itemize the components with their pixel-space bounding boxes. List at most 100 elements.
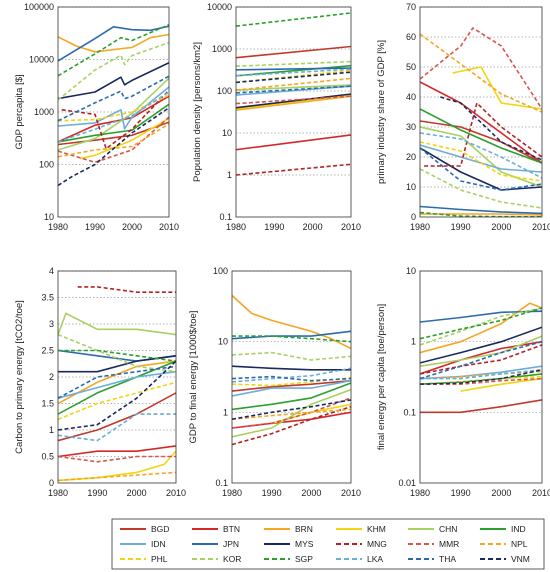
chart-panel-gdp: 10 100 1000 10000 100000 1980 1990 2000 2010 GDP … xyxy=(14,2,179,232)
legend-item-idn: IDN xyxy=(120,539,166,549)
series-line-mmr xyxy=(58,455,176,463)
x-tick-label: 1980 xyxy=(410,222,430,232)
x-tick-label: 2000 xyxy=(127,488,147,498)
series-line-ind xyxy=(232,382,351,411)
series-line-lka xyxy=(58,413,176,442)
y-tick-label: 2.5 xyxy=(41,346,54,356)
series-line-mys xyxy=(58,61,169,100)
x-tick-label: 1990 xyxy=(262,488,282,498)
chart-panel-popden: 0.1 1 10 100 1000 10000 1980 1990 2000 2010 Popula… xyxy=(192,2,361,232)
series-line-mmr xyxy=(420,27,542,110)
series-line-tha xyxy=(58,365,176,399)
series-line-bgd xyxy=(232,379,351,392)
x-tick-label: 1990 xyxy=(451,488,471,498)
legend-label: LKA xyxy=(367,554,383,564)
series-line-npl xyxy=(420,370,542,380)
series-line-sgp xyxy=(420,211,542,217)
series-line-brn xyxy=(420,213,542,216)
series-line-kor xyxy=(232,351,351,361)
series-line-brn xyxy=(232,294,351,350)
x-tick-label: 1990 xyxy=(451,222,471,232)
y-tick-label: 1 xyxy=(223,407,228,417)
x-tick-label: 1980 xyxy=(410,488,430,498)
series-line-sgp xyxy=(236,12,351,27)
y-tick-label: 3.5 xyxy=(41,293,54,303)
legend-label: BRN xyxy=(295,524,313,534)
series-group xyxy=(58,23,169,187)
x-tick-label: 1990 xyxy=(264,222,284,232)
series-line-mng xyxy=(424,102,542,167)
legend-item-mys: MYS xyxy=(264,539,314,549)
y-tick-label: 100 xyxy=(217,86,232,96)
series-line-idn xyxy=(236,85,351,96)
series-line-mys xyxy=(232,365,351,371)
legend-item-ind: IND xyxy=(480,524,526,534)
series-line-npl xyxy=(232,408,351,420)
y-tick-label: 100000 xyxy=(24,2,54,12)
y-tick-label: 60 xyxy=(406,32,416,42)
chart-panel-fepc: 0.01 0.1 1 10 1980 1990 2000 2010 final energy p… xyxy=(376,266,550,498)
chart-panel-carbon: 0 0.5 1 1.5 2 2.5 3 3.5 4 1980 1990 2000 2010 Carbon … xyxy=(14,266,186,498)
legend-label: BTN xyxy=(223,524,240,534)
series-line-sgp xyxy=(58,349,176,362)
series-line-vnm xyxy=(232,399,351,420)
series-line-mys xyxy=(420,326,542,364)
x-tick-label: 2000 xyxy=(303,222,323,232)
legend-label: SGP xyxy=(295,554,313,564)
series-line-bgd xyxy=(58,392,176,442)
series-line-phl xyxy=(58,381,176,421)
x-tick-label: 1980 xyxy=(48,222,68,232)
series-line-btn xyxy=(236,134,351,151)
x-tick-label: 2010 xyxy=(532,222,550,232)
x-tick-label: 2010 xyxy=(341,488,361,498)
series-line-lka xyxy=(232,367,351,383)
series-line-phl xyxy=(58,94,169,122)
series-line-brn xyxy=(420,302,542,354)
series-line-tha xyxy=(58,75,169,122)
series-line-sgp xyxy=(58,23,169,77)
series-line-kor xyxy=(420,168,542,209)
y-tick-label: 0 xyxy=(411,212,416,222)
y-tick-label: 10 xyxy=(218,337,228,347)
series-line-lka xyxy=(420,369,542,380)
legend-label: MYS xyxy=(295,539,314,549)
legend-item-phl: PHL xyxy=(120,554,168,564)
series-line-vnm xyxy=(420,369,542,385)
series-line-mng xyxy=(232,405,351,446)
legend-label: KOR xyxy=(223,554,241,564)
plot-frame xyxy=(419,270,543,484)
series-line-bgd xyxy=(420,120,542,164)
x-tick-label: 1990 xyxy=(85,222,105,232)
y-tick-label: 10 xyxy=(44,212,54,222)
series-line-chn xyxy=(420,335,542,367)
plot-frame xyxy=(231,270,352,484)
series-line-brn xyxy=(58,33,169,53)
x-tick-label: 1980 xyxy=(48,488,68,498)
series-line-bgd xyxy=(420,399,542,414)
series-line-mys xyxy=(420,147,542,191)
series-line-jpn xyxy=(232,330,351,340)
legend-label: BGD xyxy=(151,524,169,534)
series-line-lka xyxy=(58,91,169,143)
x-tick-label: 2000 xyxy=(122,222,142,232)
series-line-idn xyxy=(58,370,176,399)
series-line-tha xyxy=(232,375,351,382)
series-group xyxy=(420,27,542,217)
series-line-mmr xyxy=(232,397,351,429)
y-tick-label: 40 xyxy=(406,92,416,102)
y-tick-label: 30 xyxy=(406,122,416,132)
x-tick-label: 2010 xyxy=(159,222,179,232)
series-line-mng xyxy=(236,163,351,176)
series-line-tha xyxy=(420,340,542,380)
legend-item-tha: THA xyxy=(408,554,456,564)
series-line-mng xyxy=(61,89,169,150)
series-line-mng xyxy=(420,344,542,375)
legend-label: JPN xyxy=(223,539,239,549)
series-line-btn xyxy=(58,95,169,143)
legend-label: KHM xyxy=(367,524,386,534)
legend-item-mmr: MMR xyxy=(408,539,459,549)
series-line-jpn xyxy=(58,25,169,62)
legend-box xyxy=(111,518,545,570)
y-tick-label: 70 xyxy=(406,2,416,12)
series-line-kor xyxy=(420,307,542,346)
